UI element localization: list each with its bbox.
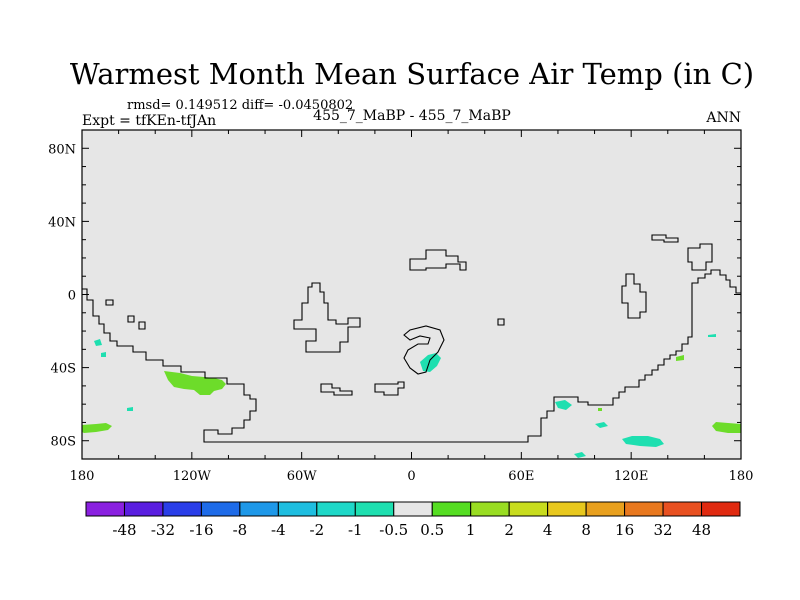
colorbar-label: -8 bbox=[233, 521, 248, 539]
colorbar-label: 16 bbox=[615, 521, 634, 539]
colorbar-label: 0.5 bbox=[420, 521, 444, 539]
colorbar-label: -0.5 bbox=[379, 521, 408, 539]
southern-ocean-bottom-teal-patch bbox=[574, 452, 586, 458]
south-atlantic-teal-patch bbox=[420, 353, 441, 372]
period-label: ANN bbox=[705, 110, 741, 126]
island-small-1 bbox=[497, 318, 505, 326]
indian-ocean-tiny-teal-patch bbox=[708, 334, 716, 337]
x-tick-label: 180 bbox=[729, 469, 754, 484]
colorbar-swatch bbox=[624, 501, 664, 517]
colorbar-label: -32 bbox=[151, 521, 175, 539]
y-tick-label: 40S bbox=[51, 362, 76, 377]
colorbar-swatch bbox=[431, 501, 472, 517]
southern-ocean-tiny-teal-patch bbox=[595, 422, 608, 428]
colorbar-swatch bbox=[239, 501, 279, 517]
colorbar-swatch bbox=[200, 501, 241, 517]
colorbar-swatch bbox=[277, 501, 318, 517]
x-tick-label: 120W bbox=[173, 469, 212, 484]
colorbar-label: -2 bbox=[310, 521, 325, 539]
colorbar-swatch bbox=[393, 501, 433, 517]
x-tick-label: 180 bbox=[70, 469, 95, 484]
x-axis-ticks: 180 120W 60W 0 60E 120E 180 bbox=[70, 130, 754, 484]
island-small-4 bbox=[138, 321, 146, 330]
colorbar-label: -1 bbox=[348, 521, 363, 539]
colorbar-swatch bbox=[354, 501, 395, 517]
map-panel: 80N 40N 0 40S 80S 180 120W 60W 0 60E 120E 180 bbox=[48, 129, 754, 484]
colorbar-swatch bbox=[662, 501, 703, 517]
scotia-arc-1 bbox=[320, 383, 353, 396]
colorbar-swatch bbox=[701, 501, 741, 517]
colorbar-swatch bbox=[585, 501, 626, 517]
colorbar-swatch bbox=[162, 501, 202, 517]
colorbar-label: -16 bbox=[189, 521, 213, 539]
center-label: 455_7_MaBP - 455_7_MaBP bbox=[313, 108, 511, 124]
central-pacific-teal-small-patch bbox=[101, 352, 106, 357]
colorbar-label: 1 bbox=[466, 521, 476, 539]
stats-line: rmsd= 0.149512 diff= -0.0450802 bbox=[127, 98, 353, 113]
plot-title: Warmest Month Mean Surface Air Temp (in … bbox=[70, 57, 754, 91]
colorbar-label: -4 bbox=[271, 521, 286, 539]
y-tick-label: 80N bbox=[48, 142, 76, 157]
southern-ocean-teal-patch bbox=[622, 436, 664, 447]
scotia-arc-2 bbox=[374, 381, 405, 396]
south-america-outline bbox=[293, 282, 361, 353]
y-tick-label: 40N bbox=[48, 215, 76, 230]
x-tick-label: 0 bbox=[407, 469, 415, 484]
x-tick-label: 60W bbox=[287, 469, 318, 484]
y-axis-ticks: 80N 40N 0 40S 80S bbox=[48, 142, 741, 450]
central-pacific-teal-patch bbox=[94, 339, 102, 346]
colorbar-label: -48 bbox=[112, 521, 136, 539]
southwest-pacific-green-patch bbox=[676, 355, 684, 361]
colorbar-swatch bbox=[123, 501, 164, 517]
colorbar-label: 32 bbox=[654, 521, 673, 539]
colorbar-swatch bbox=[508, 501, 549, 517]
island-small-2 bbox=[105, 299, 114, 306]
south-pacific-east-green-patch bbox=[712, 422, 741, 433]
colorbar-swatch bbox=[85, 501, 125, 517]
x-tick-label: 60E bbox=[508, 469, 534, 484]
x-tick-label: 120E bbox=[614, 469, 648, 484]
colorbar-label: 2 bbox=[504, 521, 514, 539]
south-pacific-west-green-patch bbox=[82, 423, 112, 433]
east-asia-outline bbox=[687, 243, 713, 271]
expt-label: Expt = tfKEn-tfJAn bbox=[82, 113, 216, 129]
anomaly-layer bbox=[82, 334, 741, 458]
southern-ocean-small-teal-patch bbox=[555, 400, 572, 410]
pacific-tiny-teal-patch bbox=[127, 407, 133, 411]
american-coast-outline bbox=[82, 269, 741, 443]
colorbar-label: 8 bbox=[581, 521, 591, 539]
southeast-asia-outline bbox=[621, 273, 647, 319]
colorbar-swatch bbox=[316, 501, 356, 517]
asia-outline bbox=[651, 234, 679, 243]
southern-ocean-tiny-green-patch bbox=[598, 408, 602, 411]
island-small-3 bbox=[127, 315, 135, 323]
africa-outline bbox=[409, 249, 467, 271]
southern-africa-outline bbox=[403, 325, 445, 375]
colorbar-label: 48 bbox=[692, 521, 711, 539]
colorbar-label: 4 bbox=[543, 521, 553, 539]
coastlines bbox=[82, 234, 741, 443]
southeast-pacific-green-patch bbox=[164, 371, 226, 395]
y-tick-label: 80S bbox=[51, 435, 76, 450]
colorbar-swatch bbox=[547, 501, 587, 517]
y-tick-label: 0 bbox=[68, 289, 76, 304]
colorbar-swatch bbox=[470, 501, 510, 517]
map-background bbox=[82, 130, 741, 459]
colorbar: -48 -32 -16 -8 -4 -2 -1 -0.5 0.5 1 2 4 8 16 32 48 bbox=[85, 501, 741, 539]
